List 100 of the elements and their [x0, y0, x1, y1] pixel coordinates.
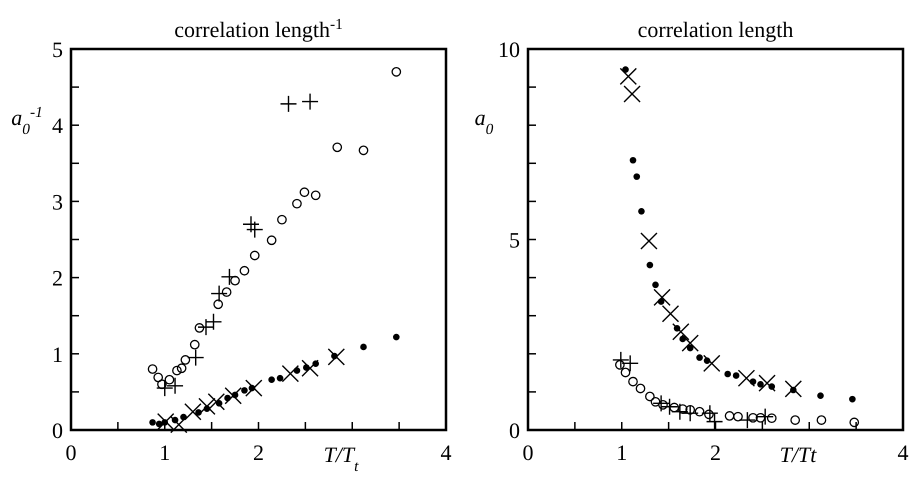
point	[213, 299, 224, 310]
y-tick-label: 1	[52, 342, 63, 367]
y-tick-label: 5	[52, 37, 63, 62]
y-tick-label: 10	[498, 37, 520, 62]
y-tick-label: 2	[52, 266, 63, 291]
point	[636, 384, 646, 394]
point	[198, 398, 216, 416]
point	[757, 380, 764, 388]
point	[358, 145, 368, 156]
y-axis-title: a$_{0}$	[474, 105, 494, 138]
x-axis-title: T/T$_{t}$	[324, 442, 360, 474]
point	[638, 208, 645, 215]
point	[650, 396, 660, 407]
point	[156, 412, 174, 430]
point	[615, 360, 625, 370]
point	[696, 354, 703, 361]
point	[172, 366, 182, 376]
point	[738, 369, 756, 387]
point	[620, 368, 630, 378]
point	[633, 173, 640, 180]
y-tick-label: 3	[52, 189, 63, 214]
y-tick-label: 5	[509, 228, 520, 252]
point	[148, 364, 158, 374]
point	[393, 334, 400, 340]
point	[208, 393, 226, 411]
point	[621, 354, 639, 372]
point	[224, 387, 242, 404]
point	[630, 156, 636, 164]
y-tick-label: 0	[509, 418, 520, 443]
point	[686, 344, 694, 352]
y-tick-label: 4	[52, 113, 63, 138]
point	[310, 190, 321, 200]
point	[157, 379, 167, 390]
point	[164, 374, 174, 385]
x-tick-label: 4	[898, 440, 908, 465]
point	[266, 235, 276, 246]
point	[292, 198, 302, 209]
chart-title: correlation length	[638, 17, 794, 42]
point	[184, 403, 202, 420]
point	[391, 67, 402, 77]
point	[758, 374, 776, 392]
point	[197, 318, 215, 336]
point	[240, 266, 250, 276]
point	[282, 364, 300, 382]
point	[153, 372, 164, 382]
point	[332, 142, 342, 152]
point	[268, 376, 275, 384]
point	[245, 379, 263, 397]
point	[669, 402, 680, 412]
point	[166, 377, 184, 395]
x-tick-label: 4	[440, 440, 452, 465]
point	[149, 419, 156, 426]
point	[849, 396, 856, 402]
point	[620, 68, 638, 86]
point	[645, 392, 655, 402]
point	[280, 95, 298, 113]
x-tick-label: 2	[710, 440, 721, 465]
point	[194, 323, 204, 333]
point	[784, 380, 802, 398]
point	[300, 187, 310, 198]
point	[816, 415, 826, 425]
point	[733, 412, 743, 422]
point	[301, 360, 319, 377]
point	[250, 250, 260, 260]
point	[653, 288, 671, 306]
point	[170, 416, 188, 434]
point	[849, 418, 860, 428]
point	[738, 411, 756, 429]
point	[685, 404, 696, 415]
point	[678, 404, 688, 414]
point	[658, 400, 668, 410]
point	[628, 376, 638, 386]
point	[694, 406, 704, 417]
point	[732, 372, 740, 379]
x-tick-label: 1	[616, 440, 628, 465]
x-axis-title: T/Tt	[780, 442, 818, 467]
point	[681, 334, 699, 352]
point	[222, 287, 232, 297]
point	[790, 415, 800, 425]
point	[646, 262, 654, 268]
point	[241, 387, 248, 394]
point	[703, 354, 720, 372]
point	[180, 355, 190, 365]
point	[612, 351, 630, 369]
point	[672, 323, 690, 340]
point	[176, 363, 186, 374]
point	[186, 348, 204, 366]
point	[210, 284, 228, 302]
point	[230, 276, 240, 286]
point	[190, 340, 200, 350]
point	[328, 348, 346, 366]
point	[623, 85, 641, 103]
x-tick-label: 2	[253, 440, 264, 465]
point	[817, 392, 824, 400]
point	[748, 412, 758, 423]
point	[301, 92, 319, 110]
point	[652, 282, 659, 288]
point	[704, 410, 714, 420]
y-tick-label: 0	[52, 418, 63, 443]
point	[277, 214, 287, 225]
